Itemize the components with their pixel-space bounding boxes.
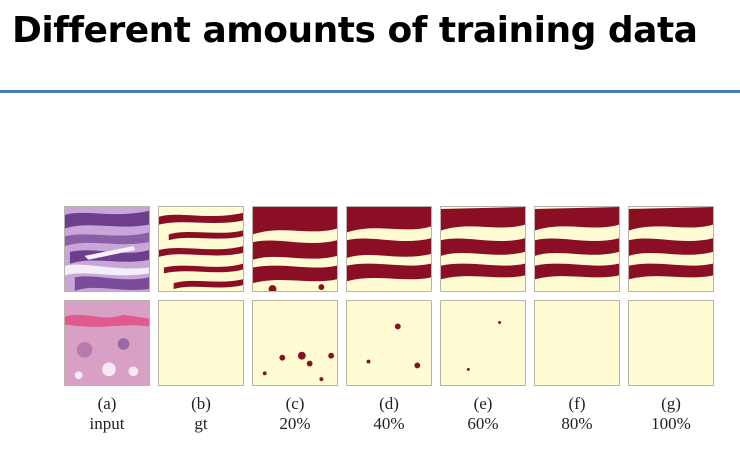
prediction-100-row-2 bbox=[628, 300, 714, 386]
ground-truth-mask-row-2 bbox=[158, 300, 244, 386]
prediction-80-row-2 bbox=[534, 300, 620, 386]
caption-c: (c) 20% bbox=[245, 394, 345, 434]
caption-sublabel: 80% bbox=[561, 414, 593, 433]
caption-sublabel: 100% bbox=[651, 414, 691, 433]
caption-sublabel: 60% bbox=[467, 414, 499, 433]
caption-label: (e) bbox=[473, 394, 493, 413]
prediction-80-row-1 bbox=[534, 206, 620, 292]
caption-d: (d) 40% bbox=[339, 394, 439, 434]
caption-sublabel: 40% bbox=[373, 414, 405, 433]
caption-label: (g) bbox=[661, 394, 681, 413]
caption-a: (a) input bbox=[57, 394, 157, 434]
prediction-20-row-2 bbox=[252, 300, 338, 386]
caption-label: (b) bbox=[191, 394, 211, 413]
caption-label: (f) bbox=[568, 394, 586, 413]
caption-g: (g) 100% bbox=[621, 394, 721, 434]
caption-sublabel: 20% bbox=[279, 414, 311, 433]
caption-e: (e) 60% bbox=[433, 394, 533, 434]
caption-sublabel: input bbox=[89, 414, 125, 433]
title-underline bbox=[0, 90, 740, 93]
caption-label: (a) bbox=[97, 394, 117, 413]
prediction-60-row-1 bbox=[440, 206, 526, 292]
caption-label: (c) bbox=[285, 394, 305, 413]
prediction-20-row-1 bbox=[252, 206, 338, 292]
prediction-60-row-2 bbox=[440, 300, 526, 386]
input-image-row-2 bbox=[64, 300, 150, 386]
prediction-40-row-1 bbox=[346, 206, 432, 292]
input-image-row-1 bbox=[64, 206, 150, 292]
caption-f: (f) 80% bbox=[527, 394, 627, 434]
caption-sublabel: gt bbox=[194, 414, 208, 433]
prediction-40-row-2 bbox=[346, 300, 432, 386]
caption-label: (d) bbox=[379, 394, 399, 413]
ground-truth-mask-row-1 bbox=[158, 206, 244, 292]
slide-title: Different amounts of training data bbox=[12, 10, 698, 51]
prediction-100-row-1 bbox=[628, 206, 714, 292]
caption-b: (b) gt bbox=[151, 394, 251, 434]
